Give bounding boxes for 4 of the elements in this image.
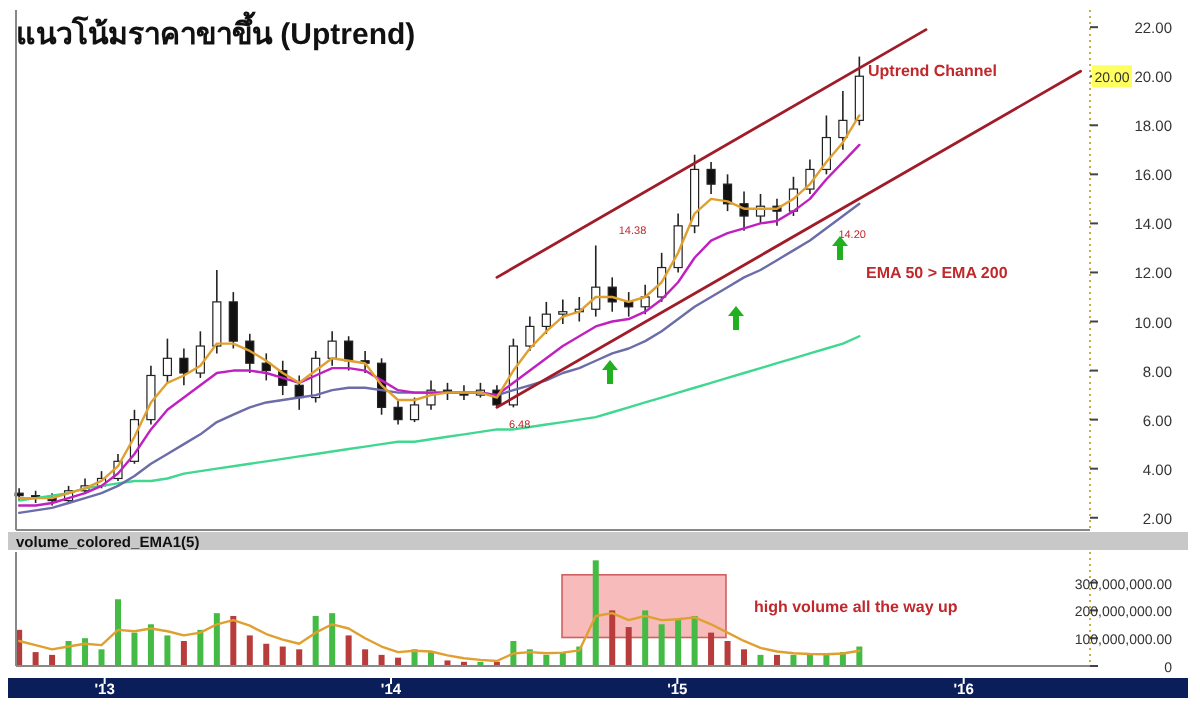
chart-title: แนวโน้มราคาขาขึ้น (Uptrend) bbox=[16, 10, 416, 52]
annotation: EMA 50 > EMA 200 bbox=[866, 264, 1009, 282]
band-label: high volume all the way up bbox=[753, 598, 958, 617]
annotation: Uptrend Channel bbox=[868, 62, 997, 80]
